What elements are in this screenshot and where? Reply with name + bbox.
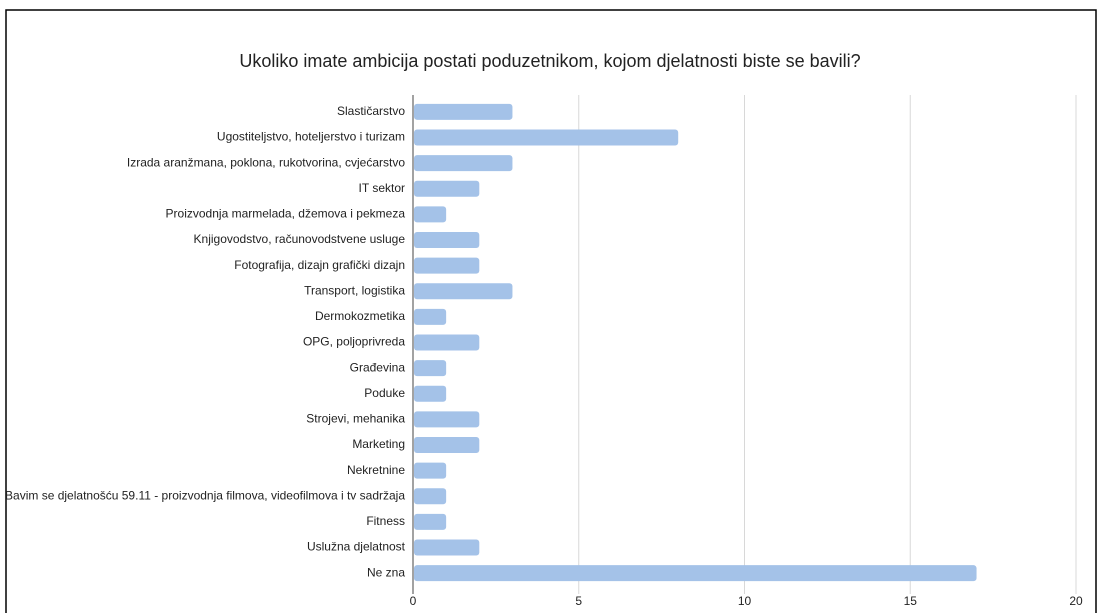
y-tick-label: Knjigovodstvo, računovodstvene usluge xyxy=(194,232,406,246)
bar xyxy=(414,103,513,120)
bar xyxy=(414,283,513,300)
x-tick-label: 20 xyxy=(1069,594,1083,608)
bar xyxy=(414,155,513,172)
bar xyxy=(414,411,480,428)
y-tick-label: Poduke xyxy=(364,386,405,400)
x-tick-label: 0 xyxy=(410,594,417,608)
y-tick-label: Fitness xyxy=(366,514,405,528)
y-tick-label: Slastičarstvo xyxy=(337,104,405,118)
y-tick-label: Strojevi, mehanika xyxy=(306,412,405,426)
y-tick-label: Proizvodnja marmelada, džemova i pekmeza xyxy=(166,207,406,221)
chart-title: Ukoliko imate ambicija postati poduzetni… xyxy=(239,51,860,71)
y-tick-label: IT sektor xyxy=(359,181,405,195)
x-tick-label: 15 xyxy=(904,594,918,608)
y-tick-label: OPG, poljoprivreda xyxy=(303,335,405,349)
y-tick-label: Bavim se djelatnošću 59.11 - proizvodnja… xyxy=(5,488,405,502)
y-tick-label: Ne zna xyxy=(367,565,405,579)
bar xyxy=(414,462,447,479)
y-tick-label: Dermokozmetika xyxy=(315,309,405,323)
frame xyxy=(5,9,1097,613)
bar xyxy=(414,129,679,146)
y-tick-label: Fotografija, dizajn grafički dizajn xyxy=(234,258,405,272)
bar xyxy=(414,334,480,351)
bar xyxy=(414,206,447,223)
bar xyxy=(414,360,447,377)
x-tick-label: 10 xyxy=(738,594,752,608)
bar xyxy=(414,180,480,197)
bar xyxy=(414,231,480,248)
y-tick-label: Ugostiteljstvo, hoteljerstvo i turizam xyxy=(217,130,405,144)
bar xyxy=(414,565,977,582)
y-tick-label: Nekretnine xyxy=(347,463,405,477)
bar xyxy=(414,513,447,530)
bar xyxy=(414,257,480,274)
y-tick-label: Izrada aranžmana, poklona, rukotvorina, … xyxy=(127,155,405,169)
x-tick-label: 5 xyxy=(575,594,582,608)
y-tick-label: Transport, logistika xyxy=(304,283,405,297)
y-tick-label: Uslužna djelatnost xyxy=(307,540,406,554)
bar xyxy=(414,385,447,402)
y-tick-label: Marketing xyxy=(352,437,405,451)
y-tick-label: Građevina xyxy=(350,360,406,374)
bar xyxy=(414,539,480,556)
bar xyxy=(414,308,447,325)
bar xyxy=(414,488,447,505)
bar xyxy=(414,437,480,454)
